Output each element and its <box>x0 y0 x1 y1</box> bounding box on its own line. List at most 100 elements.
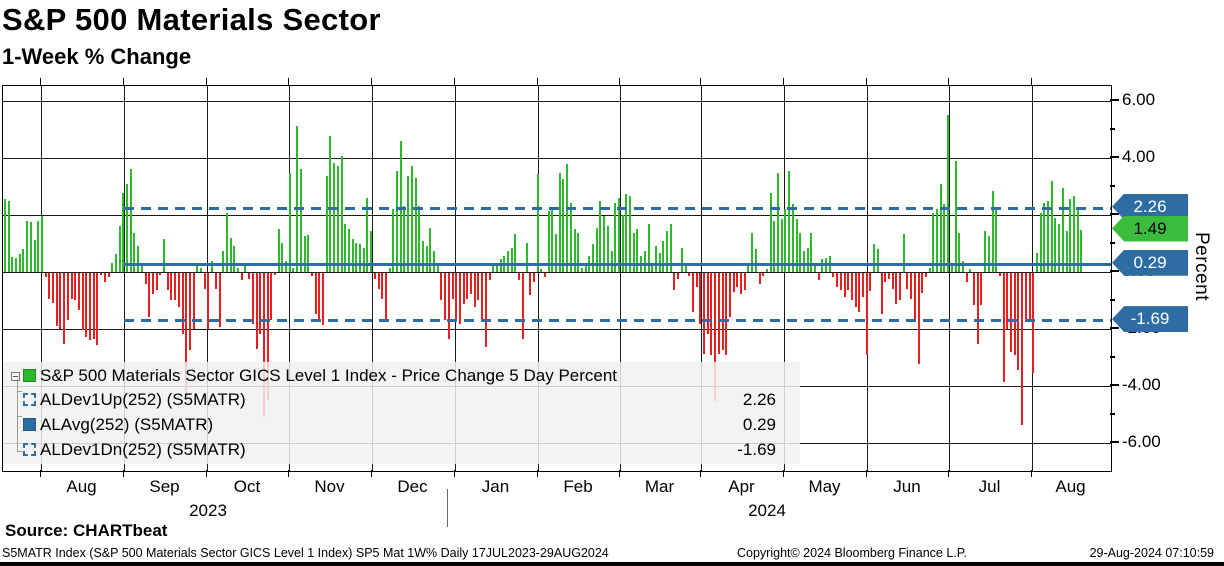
bar-up <box>1076 207 1079 272</box>
bar-up <box>237 267 239 272</box>
bar-up <box>1080 229 1083 272</box>
x-month-label: Mar <box>644 477 675 496</box>
bar-down <box>965 273 968 283</box>
x-axis-tick-bottom <box>371 470 372 477</box>
y-axis-tick <box>1110 441 1119 443</box>
bar-up <box>614 202 617 272</box>
bar-down <box>70 273 73 300</box>
bar-up <box>495 262 498 272</box>
bar-down <box>854 273 857 307</box>
bar-up <box>388 267 391 272</box>
bar-down <box>721 273 724 351</box>
bar-up <box>599 200 602 272</box>
bar-down <box>377 273 380 289</box>
bar-up <box>1061 187 1064 272</box>
y-axis-tick <box>1110 270 1119 272</box>
bar-down <box>155 273 158 290</box>
solid-line-swatch-icon <box>23 418 36 431</box>
legend-item-price-change[interactable]: S&P 500 Materials Sector GICS Level 1 In… <box>3 364 800 388</box>
bar-down <box>884 273 887 282</box>
axis-value-tag: 0.29 <box>1112 249 1188 276</box>
x-axis-tick-bottom <box>454 470 455 477</box>
bar-down <box>847 273 850 291</box>
bar-down <box>159 273 162 276</box>
x-axis-tick-bottom <box>948 470 949 477</box>
x-axis-tick-top <box>371 78 372 85</box>
bar-down <box>44 273 47 277</box>
x-axis-tick-top <box>123 78 124 85</box>
bar-down <box>59 273 62 329</box>
bar-up <box>1072 196 1075 272</box>
bar-up <box>307 234 310 272</box>
bar-up <box>658 252 661 272</box>
bar-down <box>1013 273 1016 356</box>
bar-up <box>802 250 805 272</box>
legend-collapse-icon[interactable] <box>11 372 20 381</box>
bar-up <box>902 234 905 272</box>
bar-up <box>747 262 750 272</box>
bar-up <box>950 266 953 272</box>
legend-item-aldev1up[interactable]: ALDev1Up(252) (S5MATR) 2.26 <box>3 388 800 412</box>
legend-item-alavg[interactable]: ALAvg(252) (S5MATR) 0.29 <box>3 413 800 437</box>
bar-down <box>107 273 110 277</box>
bar-up <box>584 266 587 272</box>
x-month-label: Sep <box>149 477 180 496</box>
y-axis-minor-tick <box>1110 298 1115 301</box>
bar-down <box>384 273 387 321</box>
legend-item-label: ALDev1Up(252) (S5MATR) <box>40 390 246 409</box>
gridline-vertical <box>620 86 621 471</box>
bar-down <box>151 273 154 294</box>
bar-up <box>292 267 295 272</box>
bar-down <box>895 273 898 304</box>
bar-up <box>555 234 558 272</box>
bar-up <box>281 242 284 272</box>
bar-up <box>991 191 994 272</box>
bar-up <box>222 250 225 272</box>
y-tick-label: 6.00 <box>1122 90 1156 109</box>
bar-down <box>96 273 99 346</box>
footer-ticker-description: S5MATR Index (S&P 500 Materials Sector G… <box>2 546 609 560</box>
bar-up <box>133 232 136 272</box>
legend: S&P 500 Materials Sector GICS Level 1 In… <box>3 362 800 464</box>
x-axis-tick-bottom <box>866 470 867 477</box>
bar-up <box>936 209 939 272</box>
bar-down <box>170 273 173 301</box>
bar-up <box>1047 201 1049 272</box>
bar-down <box>758 273 761 284</box>
bar-up <box>114 254 117 272</box>
bar-down <box>74 273 77 301</box>
bar-down <box>177 273 180 307</box>
bar-up <box>558 172 561 272</box>
bar-up <box>1058 224 1061 272</box>
bar-up <box>636 229 639 272</box>
bar-down <box>462 273 465 304</box>
bar-down <box>1002 273 1005 382</box>
bar-down <box>1010 273 1013 352</box>
bar-down <box>55 273 58 327</box>
page-subtitle: 1-Week % Change <box>2 44 192 69</box>
bar-down <box>1024 273 1027 323</box>
legend-tree-stub <box>17 451 22 452</box>
legend-item-value: 0.29 <box>742 415 776 434</box>
bar-up <box>603 216 606 272</box>
legend-tree-stub <box>17 416 22 417</box>
source-label: Source: CHARTbeat <box>5 521 168 540</box>
y-axis-tick <box>1110 156 1119 158</box>
bar-up <box>943 204 946 272</box>
legend-item-aldev1dn[interactable]: ALDev1Dn(252) (S5MATR) -1.69 <box>3 438 800 462</box>
x-axis-tick-top <box>206 78 207 85</box>
bar-down <box>89 273 92 341</box>
bar-up <box>137 246 140 272</box>
bar-up <box>551 207 554 272</box>
bar-up <box>429 227 432 272</box>
bar-up <box>347 229 350 272</box>
x-axis-tick-top <box>619 78 620 85</box>
x-axis-tick-top <box>948 78 949 85</box>
bar-down <box>688 273 691 276</box>
bar-up <box>399 140 402 272</box>
bar-up <box>370 230 373 272</box>
bar-up <box>654 246 657 272</box>
bar-up <box>617 197 620 272</box>
gridline-vertical <box>538 86 539 471</box>
bar-up <box>680 247 683 272</box>
